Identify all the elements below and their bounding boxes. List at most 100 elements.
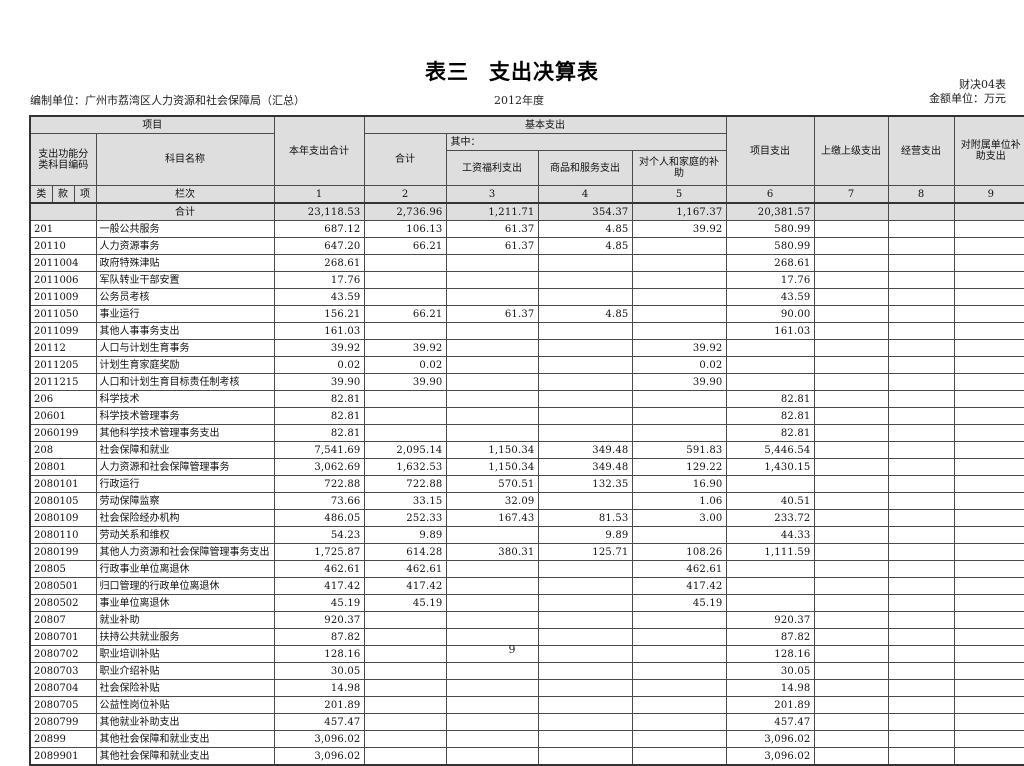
cell-c8 [887, 475, 955, 493]
cell-code: 2011006 [29, 271, 97, 289]
cell-c1: 7,541.69 [273, 441, 365, 459]
cell-c4: 9.89 [537, 526, 633, 544]
cell-c6: 580.99 [725, 220, 815, 238]
cell-c3 [445, 322, 539, 340]
cell-c8 [887, 390, 955, 408]
header-colnum-6: 6 [725, 185, 815, 204]
table-row: 20899 其他社会保障和就业支出 3,096.02 3,096.02 [29, 730, 1024, 748]
cell-c7 [813, 254, 889, 272]
table-row: 2080110 劳动关系和维权 54.23 9.89 9.89 44.33 [29, 526, 1024, 544]
cell-c9 [953, 322, 1024, 340]
cell-c6: 233.72 [725, 509, 815, 527]
cell-c6: 1,430.15 [725, 458, 815, 476]
cell-c1: 457.47 [273, 713, 365, 731]
cell-c1: 45.19 [273, 594, 365, 612]
cell-c6: 90.00 [725, 305, 815, 323]
cell-c6: 5,446.54 [725, 441, 815, 459]
cell-c4 [537, 577, 633, 595]
cell-c4 [537, 611, 633, 629]
cell-c5: 129.22 [631, 458, 727, 476]
cell-c6 [725, 356, 815, 374]
cell-code: 2089901 [29, 747, 97, 766]
header-business-expenditure: 经营支出 [887, 115, 955, 186]
cell-c3 [445, 424, 539, 442]
cell-c3 [445, 730, 539, 748]
cell-c8 [887, 237, 955, 255]
cell-c7 [813, 475, 889, 493]
table-row: 2080705 公益性岗位补贴 201.89 201.89 [29, 696, 1024, 714]
cell-c9 [953, 254, 1024, 272]
cell-c6: 457.47 [725, 713, 815, 731]
cell-c4 [537, 662, 633, 680]
cell-c7 [813, 543, 889, 561]
cell-c1: 54.23 [273, 526, 365, 544]
cell-subject-name: 社会保障和就业 [95, 441, 275, 459]
header-row-subgroup: 支出功能分类科目编码 科目名称 合计 其中： [29, 133, 1024, 186]
cell-c3 [445, 390, 539, 408]
table-row: 2011006 军队转业干部安置 17.76 17.76 [29, 271, 1024, 289]
header-colnum-7: 7 [813, 185, 889, 204]
table-row: 2011215 人口和计划生育目标责任制考核 39.90 39.90 39.90 [29, 373, 1024, 391]
cell-code [29, 202, 97, 221]
cell-c2: 0.02 [363, 356, 447, 374]
cell-code: 2080501 [29, 577, 97, 595]
cell-code: 20807 [29, 611, 97, 629]
cell-code: 20112 [29, 339, 97, 357]
cell-code: 2080799 [29, 713, 97, 731]
fiscal-year: 2012年度 [494, 94, 544, 107]
cell-code: 2080110 [29, 526, 97, 544]
cell-subject-name: 合计 [95, 202, 275, 221]
cell-c4: 4.85 [537, 305, 633, 323]
cell-c7 [813, 220, 889, 238]
table-row: 2011205 计划生育家庭奖励 0.02 0.02 0.02 [29, 356, 1024, 374]
cell-c5 [631, 526, 727, 544]
header-row-group: 项目 本年支出合计 基本支出 项目支出 上缴上级支出 经营支出 对附属单位补助支… [29, 115, 1024, 186]
cell-subject-name: 其他就业补助支出 [95, 713, 275, 731]
cell-c5: 108.26 [631, 543, 727, 561]
cell-c4: 125.71 [537, 543, 633, 561]
cell-c7 [813, 526, 889, 544]
cell-c8 [887, 220, 955, 238]
cell-c1: 462.61 [273, 560, 365, 578]
cell-c5 [631, 679, 727, 697]
cell-c2: 1,632.53 [363, 458, 447, 476]
cell-c3 [445, 747, 539, 766]
header-basic-total: 合计 [363, 133, 447, 186]
cell-c6: 1,111.59 [725, 543, 815, 561]
page-title: 表三 支出决算表 [0, 56, 1024, 86]
cell-c4 [537, 356, 633, 374]
cell-c3 [445, 662, 539, 680]
header-affiliated-unit-subsidy: 对附属单位补助支出 [953, 115, 1024, 186]
cell-c4: 354.37 [537, 202, 633, 221]
cell-c7 [813, 713, 889, 731]
cell-c1: 1,725.87 [273, 543, 365, 561]
cell-c7 [813, 458, 889, 476]
table-row: 20801 人力资源和社会保障管理事务 3,062.69 1,632.53 1,150.… [29, 458, 1024, 476]
cell-code: 20801 [29, 458, 97, 476]
cell-c8 [887, 305, 955, 323]
cell-c6: 920.37 [725, 611, 815, 629]
cell-c5: 0.02 [631, 356, 727, 374]
cell-c5: 39.90 [631, 373, 727, 391]
cell-subject-name: 劳动保障监察 [95, 492, 275, 510]
cell-c1: 920.37 [273, 611, 365, 629]
cell-c7 [813, 492, 889, 510]
cell-c5 [631, 237, 727, 255]
cell-c5 [631, 730, 727, 748]
header-upper-level-payment: 上缴上级支出 [813, 115, 889, 186]
header-project-expenditure: 项目支出 [725, 115, 815, 186]
cell-c6: 201.89 [725, 696, 815, 714]
cell-c7 [813, 662, 889, 680]
cell-c6 [725, 594, 815, 612]
cell-c3 [445, 271, 539, 289]
header-column-number-label: 栏次 [95, 185, 275, 204]
cell-c2: 417.42 [363, 577, 447, 595]
cell-c8 [887, 271, 955, 289]
cell-c7 [813, 202, 889, 221]
cell-c8 [887, 288, 955, 306]
cell-c8 [887, 730, 955, 748]
cell-c6: 14.98 [725, 679, 815, 697]
cell-c4 [537, 492, 633, 510]
cell-c5: 3.00 [631, 509, 727, 527]
cell-code: 2080199 [29, 543, 97, 561]
